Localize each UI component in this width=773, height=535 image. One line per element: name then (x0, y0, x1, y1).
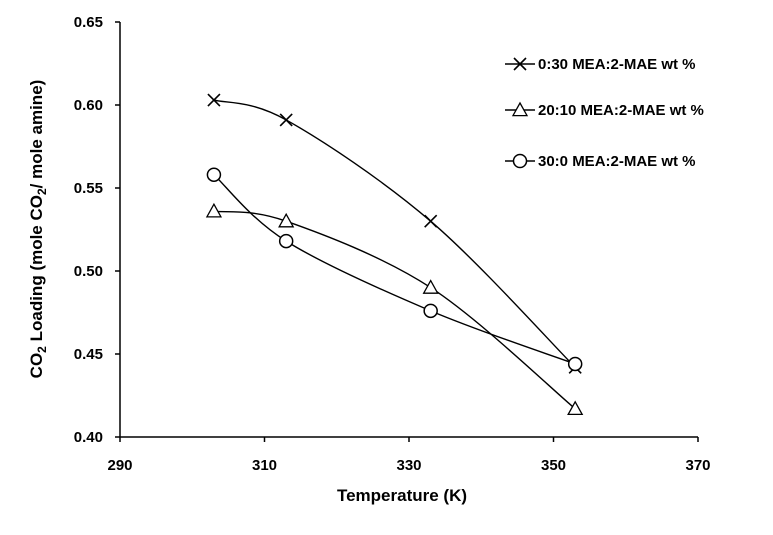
legend: 0:30 MEA:2-MAE wt % 20:10 MEA:2-MAE wt % 3… (505, 56, 704, 170)
x-tick-label: 290 (107, 457, 132, 474)
series-x (207, 93, 582, 374)
y-axis-title-middle: Loading (mole CO (27, 195, 46, 346)
x-axis: 290 310 330 350 370 (107, 436, 711, 474)
data-point-triangle-marker (205, 202, 223, 218)
y-tick-label: 0.50 (74, 263, 103, 280)
y-tick-label: 0.40 (74, 429, 103, 446)
x-tick-label: 350 (541, 457, 566, 474)
series-group (205, 93, 584, 416)
data-point-x-marker (279, 113, 293, 127)
y-axis-title-sub2: 2 (35, 188, 49, 195)
data-point-circle-marker (278, 233, 294, 249)
data-point-circle-marker (423, 303, 438, 319)
x-tick-label: 370 (685, 457, 710, 474)
y-tick-label: 0.65 (74, 14, 103, 31)
y-tick-label: 0.60 (74, 97, 103, 114)
x-marker-stroke (513, 57, 527, 71)
x-axis-title: Temperature (K) (337, 486, 467, 505)
series-line (213, 174, 576, 365)
y-axis-title: CO2 Loading (mole CO2/ mole amine) (27, 80, 49, 379)
x-tick-label: 310 (252, 457, 277, 474)
y-axis-title-suffix: / mole amine) (27, 80, 46, 189)
legend-label: 30:0 MEA:2-MAE wt % (538, 153, 696, 170)
data-point-x-marker (424, 214, 438, 228)
series-line (213, 210, 576, 410)
series-triangle (205, 202, 584, 416)
legend-label: 20:10 MEA:2-MAE wt % (538, 102, 704, 119)
y-tick-label: 0.45 (74, 346, 103, 363)
data-point-triangle-marker (422, 279, 439, 294)
legend-x-marker (513, 57, 527, 71)
data-point-triangle-marker (278, 212, 295, 228)
legend-circle-marker (512, 153, 528, 169)
legend-item: 0:30 MEA:2-MAE wt % (505, 56, 696, 73)
y-tick-label: 0.55 (74, 180, 103, 197)
legend-item: 20:10 MEA:2-MAE wt % (505, 101, 704, 119)
y-axis: 0.40 0.45 0.50 0.55 0.60 0.65 (74, 14, 121, 446)
x-tick-label: 330 (396, 457, 421, 474)
x-marker-stroke (279, 113, 293, 127)
series-circle (206, 167, 583, 372)
series-line (213, 99, 576, 368)
legend-item: 30:0 MEA:2-MAE wt % (505, 153, 696, 170)
data-point-circle-marker (206, 167, 222, 182)
y-axis-title-prefix: CO (27, 353, 46, 379)
data-point-circle-marker (567, 356, 583, 372)
data-point-x-marker (207, 93, 221, 107)
x-marker-stroke (207, 93, 221, 107)
x-marker-stroke (424, 214, 438, 228)
legend-triangle-marker (511, 101, 529, 117)
y-axis-title-sub1: 2 (35, 346, 49, 353)
data-point-triangle-marker (567, 400, 584, 416)
legend-label: 0:30 MEA:2-MAE wt % (538, 56, 696, 73)
